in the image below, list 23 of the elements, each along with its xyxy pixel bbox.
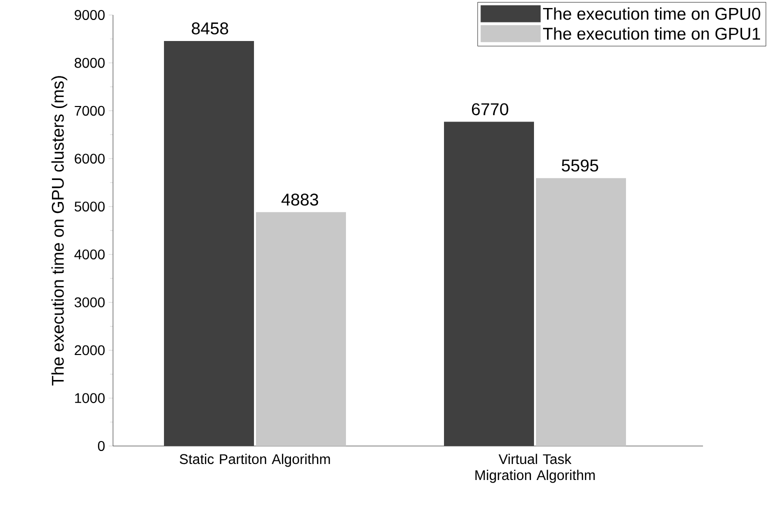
y-axis-title: The execution time on GPU clusters (ms) — [51, 76, 68, 386]
data-label: 8458 — [192, 22, 228, 34]
y-tick-label: 8000 — [74, 58, 105, 68]
x-tick-label: Virtual Task Migration Algorithm — [475, 454, 595, 483]
legend-label: The execution time on GPU0 — [543, 7, 760, 20]
y-tick-label: 1000 — [75, 393, 105, 404]
bar — [256, 212, 346, 446]
y-tick-label: 9000 — [74, 10, 105, 20]
data-label: 4883 — [281, 194, 318, 206]
bar — [536, 178, 626, 446]
bar — [444, 122, 534, 446]
y-tick-label: 2000 — [74, 345, 105, 356]
y-tick-label: 3000 — [74, 297, 105, 308]
y-tick-label: 7000 — [74, 106, 105, 116]
y-tick-label: 0 — [98, 441, 105, 451]
x-tick-label: Static Partiton Algorithm — [180, 454, 330, 467]
legend-label: The execution time on GPU1 — [543, 27, 760, 40]
y-tick-label: 4000 — [74, 249, 105, 260]
data-label: 6770 — [472, 103, 508, 116]
y-tick-label: 5000 — [74, 202, 105, 212]
data-label: 5595 — [562, 159, 598, 172]
y-tick-label: 6000 — [74, 154, 105, 164]
bar — [164, 40, 254, 446]
